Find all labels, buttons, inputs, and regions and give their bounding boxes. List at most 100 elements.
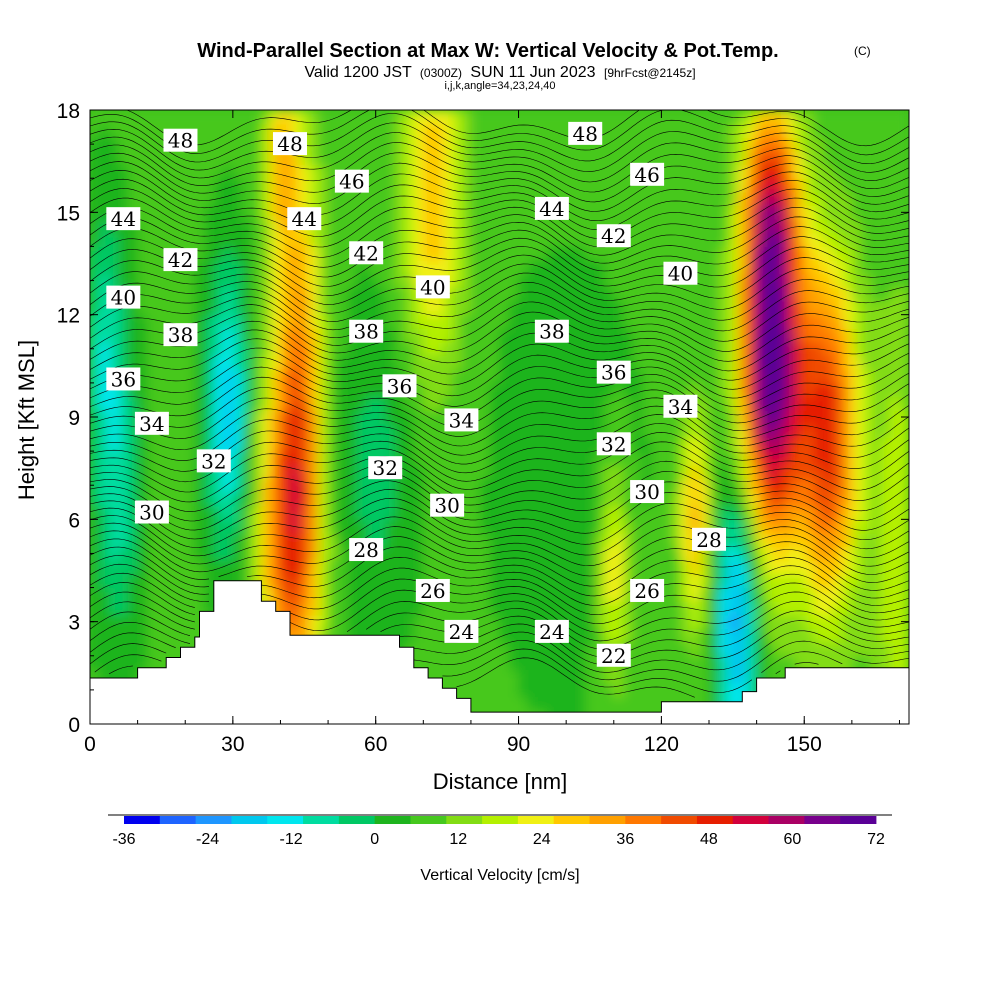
field-cell [861, 573, 872, 589]
field-cell [309, 396, 320, 411]
field-cell [804, 260, 815, 275]
field-cell [261, 246, 272, 261]
field-cell [689, 464, 701, 479]
field-cell [147, 642, 158, 657]
field-cell [642, 505, 653, 520]
field-cell [728, 669, 739, 684]
field-cell [318, 246, 329, 261]
field-cell [509, 464, 520, 479]
field-cell [661, 655, 672, 671]
field-cell [528, 492, 539, 507]
field-cell [689, 642, 701, 657]
field-cell [861, 519, 872, 534]
field-cell [109, 478, 120, 493]
field-cell [880, 423, 891, 439]
field-cell [823, 532, 834, 548]
field-cell [870, 642, 882, 657]
field-cell [728, 601, 739, 616]
field-cell [594, 423, 605, 439]
field-cell [109, 423, 120, 439]
field-cell [480, 396, 491, 411]
field-cell [870, 301, 882, 316]
field-cell [613, 669, 624, 684]
field-cell [489, 628, 501, 643]
field-cell [585, 232, 596, 248]
field-cell [851, 355, 862, 370]
field-cell [547, 382, 558, 398]
field-cell [670, 232, 682, 248]
field-cell [632, 273, 643, 288]
field-cell [309, 546, 320, 561]
field-cell [870, 492, 882, 507]
field-cell [394, 110, 405, 125]
field-cell [604, 178, 615, 193]
field-cell [775, 205, 786, 220]
field-cell [90, 355, 101, 370]
field-cell [318, 205, 329, 220]
field-cell [423, 560, 434, 575]
field-cell [575, 437, 586, 452]
field-cell [604, 273, 615, 288]
field-cell [489, 546, 501, 561]
field-cell [670, 301, 682, 316]
field-cell [375, 560, 386, 575]
field-cell [451, 328, 462, 343]
field-cell [766, 301, 777, 316]
field-cell [861, 328, 872, 343]
field-cell [842, 205, 853, 220]
field-cell [604, 137, 615, 152]
field-cell [194, 573, 205, 589]
field-cell [794, 178, 805, 193]
field-cell [404, 150, 415, 166]
field-cell [337, 191, 348, 207]
field-cell [137, 546, 148, 561]
field-cell [613, 301, 624, 316]
field-cell [880, 355, 891, 370]
field-cell [585, 301, 596, 316]
field-cell [204, 369, 215, 384]
contour-label-box [163, 323, 198, 347]
field-cell [385, 560, 396, 575]
field-cell [728, 437, 739, 452]
field-cell [356, 219, 367, 234]
field-cell [280, 287, 291, 302]
field-cell [470, 328, 482, 343]
field-cell [870, 628, 882, 643]
field-cell [575, 273, 586, 288]
field-cell [842, 478, 853, 493]
field-cell [632, 683, 643, 698]
field-cell [670, 669, 682, 684]
field-cell [737, 328, 748, 343]
field-cell [451, 164, 462, 179]
field-cell [499, 232, 510, 248]
field-cell [309, 137, 320, 152]
field-cell [99, 355, 110, 370]
field-cell [547, 164, 558, 179]
field-cell [518, 655, 529, 671]
colorbar-swatch [696, 816, 734, 824]
field-cell [90, 110, 101, 125]
field-cell [528, 110, 539, 125]
field-cell [251, 314, 263, 329]
x-axis-title: Distance [nm] [433, 769, 568, 794]
field-cell [651, 464, 662, 479]
field-cell [128, 573, 139, 589]
field-cell [899, 437, 909, 452]
field-cell [499, 273, 510, 288]
field-cell [347, 273, 358, 288]
field-cell [604, 301, 615, 316]
field-cell [794, 355, 805, 370]
field-cell [547, 110, 558, 125]
field-cell [213, 492, 224, 507]
field-cell [785, 655, 796, 671]
theta-contour [90, 630, 909, 673]
field-cell [375, 355, 386, 370]
field-cell [270, 260, 282, 275]
field-cell [128, 260, 139, 275]
field-cell [394, 410, 405, 425]
field-cell [575, 560, 586, 575]
field-cell [832, 587, 843, 602]
field-cell [718, 328, 729, 343]
field-cell [718, 219, 729, 234]
field-cell [642, 683, 653, 698]
